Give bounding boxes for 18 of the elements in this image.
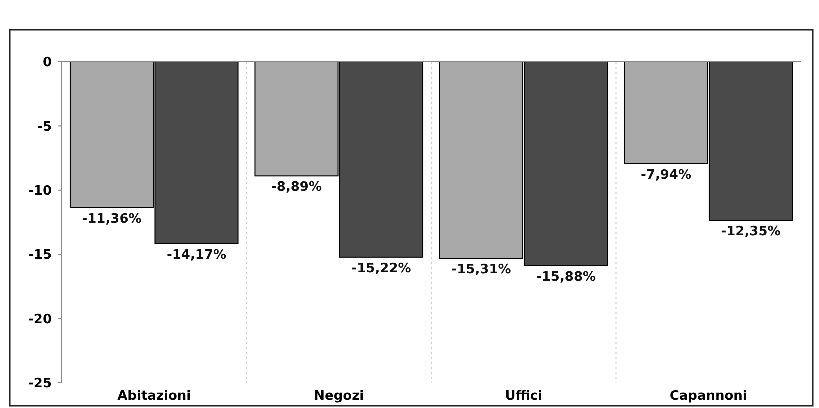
y-tick-label: -15 <box>28 248 52 264</box>
data-label: -12,35% <box>721 224 781 240</box>
data-label: -7,94% <box>641 168 692 183</box>
x-tick-label: Abitazioni <box>118 389 192 404</box>
x-tick-label: Capannoni <box>670 389 748 404</box>
data-label: -11,36% <box>82 212 142 227</box>
data-label: -15,88% <box>536 270 596 285</box>
x-tick-label: Uffici <box>505 389 542 404</box>
data-label: -14,17% <box>166 248 227 263</box>
y-tick-label: -20 <box>28 312 52 328</box>
y-tick-label: -5 <box>38 120 52 135</box>
data-label: -15,31% <box>452 262 512 278</box>
data-label: -8,89% <box>272 180 322 196</box>
y-tick-label: 0 <box>42 56 52 71</box>
y-tick-label: -10 <box>28 184 52 199</box>
x-tick-label: Negozi <box>314 389 364 404</box>
y-tick-label: -25 <box>28 376 52 392</box>
data-label: -15,22% <box>352 261 412 276</box>
